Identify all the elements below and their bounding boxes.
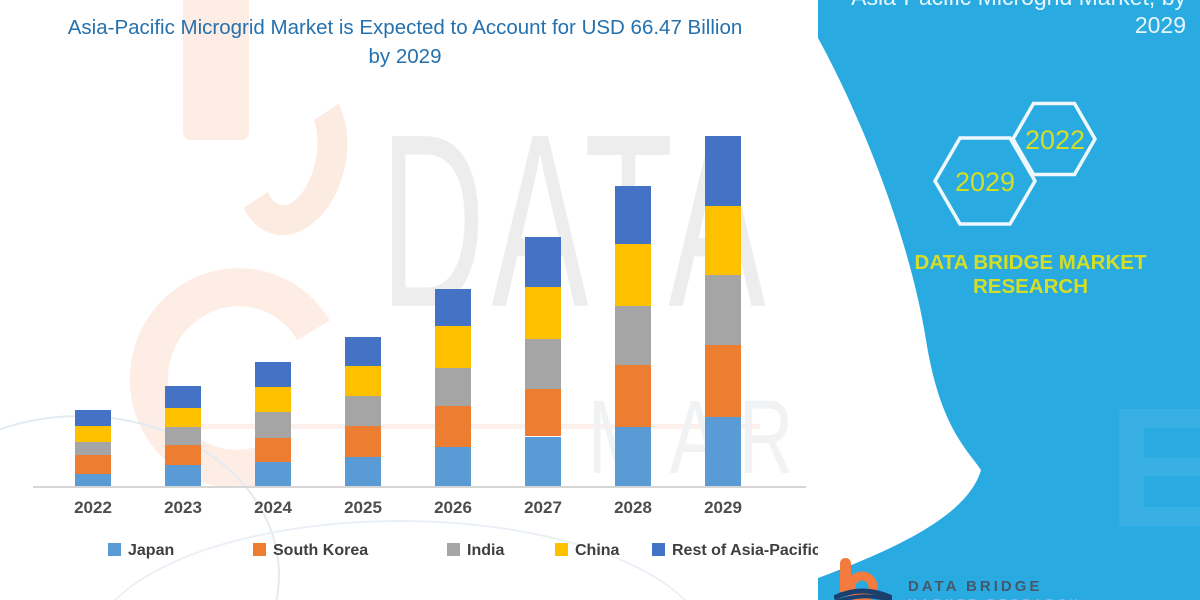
bar-segment-2025-rest-of-asia-pacific [345, 336, 381, 366]
bar-segment-2029-south-korea [705, 345, 741, 418]
bar-segment-2026-south-korea [435, 406, 471, 447]
legend-item-rest-of-asia-pacific: Rest of Asia-Pacific [652, 542, 821, 559]
bar-segment-2029-rest-of-asia-pacific [705, 136, 741, 206]
x-axis-label-2023: 2023 [164, 498, 202, 517]
x-axis-label-2028: 2028 [614, 498, 652, 517]
bar-segment-2023-south-korea [165, 444, 201, 465]
chart-title: Asia-Pacific Microgrid Market is Expecte… [20, 13, 790, 71]
legend-item-japan: Japan [108, 542, 175, 559]
databridge-logo-icon [834, 558, 892, 600]
bar-segment-2027-china [525, 286, 561, 340]
footer-logo: DATA BRIDGE MARKET RESEARCH [834, 558, 1174, 600]
bar-segment-2024-rest-of-asia-pacific [255, 362, 291, 387]
legend-swatch [108, 543, 121, 556]
panel-ghost-letter: E [1108, 373, 1200, 563]
bar-segment-2028-south-korea [615, 365, 651, 427]
bar-segment-2028-china [615, 244, 651, 306]
bar-segment-2026-india [435, 367, 471, 407]
bar-segment-2028-india [615, 305, 651, 366]
panel-heading-line2: 2029 [1134, 12, 1186, 38]
background-streak [200, 424, 760, 429]
bar-segment-2024-south-korea [255, 438, 291, 462]
bar-segment-2022-china [75, 426, 111, 442]
peach-logo-watermark-stem [183, 0, 249, 140]
hexagon-year-2022: 2022 [1024, 125, 1086, 155]
bar-segment-2029-china [705, 205, 741, 276]
legend-label: South Korea [273, 542, 369, 559]
bar-segment-2024-china [255, 387, 291, 413]
bar-segment-2027-rest-of-asia-pacific [525, 236, 561, 287]
bar-segment-2026-china [435, 325, 471, 368]
hexagon-badges [932, 101, 1098, 226]
x-axis-label-2024: 2024 [254, 498, 292, 517]
panel-heading-line1: Asia-Pacific Microgrid Market, by [826, 0, 1186, 11]
panel-brand-text: DATA BRIDGE MARKET RESEARCH [914, 251, 1147, 298]
footer-brand-subtitle: MARKET RESEARCH [908, 597, 1082, 600]
legend-item-china: China [555, 542, 620, 559]
legend-item-south-korea: South Korea [253, 542, 369, 559]
panel-heading: Asia-Pacific Microgrid Market, by 2029 [826, 0, 1186, 39]
x-axis-label-2025: 2025 [344, 498, 382, 517]
x-axis-label-2029: 2029 [704, 498, 742, 517]
chart-title-line2: by 2029 [368, 45, 442, 68]
legend-swatch [555, 543, 568, 556]
bar-segment-2027-south-korea [525, 389, 561, 437]
bar-segment-2028-rest-of-asia-pacific [615, 185, 651, 245]
bar-segment-2023-rest-of-asia-pacific [165, 386, 201, 409]
legend-label: Rest of Asia-Pacific [672, 542, 821, 559]
legend-swatch [652, 543, 665, 556]
side-panel-background [818, 0, 1200, 600]
bar-segment-2029-japan [705, 417, 741, 486]
bar-segment-2022-japan [75, 473, 111, 486]
stacked-bar-chart: 2022 2023 2024 2025 2026 2027 2028 2029 Japan So… [33, 136, 821, 559]
chart-title-line1: Asia-Pacific Microgrid Market is Expecte… [67, 16, 743, 39]
bar-segment-2025-south-korea [345, 425, 381, 458]
bar-segment-2025-india [345, 395, 381, 426]
bar-segment-2024-india [255, 412, 291, 439]
bar-segment-2025-china [345, 365, 381, 396]
bar-segment-2025-japan [345, 457, 381, 486]
bar-segment-2023-china [165, 408, 201, 428]
bar-segment-2022-india [75, 441, 111, 455]
bar-segment-2026-rest-of-asia-pacific [435, 288, 471, 326]
legend-item-india: India [447, 542, 505, 559]
hexagon-year-2029: 2029 [954, 167, 1016, 197]
x-axis-label-2022: 2022 [74, 498, 112, 517]
bar-segment-2022-south-korea [75, 454, 111, 474]
x-axis-label-2027: 2027 [524, 498, 562, 517]
bar-segment-2027-india [525, 339, 561, 390]
x-axis-label-2026: 2026 [434, 498, 472, 517]
legend-swatch [253, 543, 266, 556]
bar-segment-2024-japan [255, 461, 291, 486]
bar-segment-2029-india [705, 275, 741, 346]
x-axis-line [33, 486, 806, 488]
bar-segment-2023-japan [165, 464, 201, 486]
bar-segment-2022-rest-of-asia-pacific [75, 410, 111, 427]
bar-segment-2028-japan [615, 427, 651, 486]
legend-label: India [467, 542, 505, 559]
panel-ghost-letter: R [826, 363, 949, 553]
legend-label: Japan [128, 542, 175, 559]
bar-segment-2026-japan [435, 446, 471, 486]
bar-segment-2023-india [165, 427, 201, 445]
side-panel: R E Asia-Pacific Microgrid Market, by 20… [818, 0, 1200, 600]
legend-swatch [447, 543, 460, 556]
footer-brand-name: DATA BRIDGE [908, 578, 1043, 595]
bar-segment-2027-japan [525, 436, 561, 486]
legend-label: China [575, 542, 620, 559]
